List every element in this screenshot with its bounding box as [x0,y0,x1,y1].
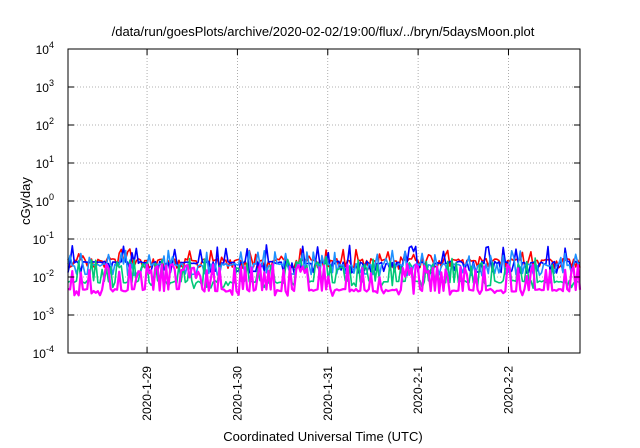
y-axis-label: cGy/day [18,177,33,225]
chart-title: /data/run/goesPlots/archive/2020-02-02/1… [112,24,535,39]
x-tick-label: 2020-1-29 [140,366,154,421]
y-tick-label: 10-1 [33,230,54,247]
x-tick-label: 2020-2-2 [501,366,515,414]
x-tick-label: 2020-1-31 [321,366,335,421]
y-tick-label: 10-3 [33,306,54,323]
x-axis: 2020-1-29 2020-1-30 2020-1-31 2020-2-1 2020-… [140,49,515,421]
y-tick-label: 10-4 [33,344,54,361]
y-tick-label: 100 [36,192,54,209]
x-axis-label: Coordinated Universal Time (UTC) [223,429,422,444]
y-axis: 10-4 10-3 10-2 10-1 100 101 102 103 104 [33,40,580,361]
grid [68,48,580,354]
series-group [67,244,582,297]
y-tick-label: 104 [36,40,54,57]
series-line [67,263,582,297]
x-tick-label: 2020-2-1 [411,366,425,414]
x-tick-label: 2020-1-30 [230,366,244,421]
y-tick-label: 102 [36,116,54,133]
y-tick-label: 10-2 [33,268,54,285]
y-tick-label: 103 [36,78,54,95]
y-tick-label: 101 [36,154,54,171]
